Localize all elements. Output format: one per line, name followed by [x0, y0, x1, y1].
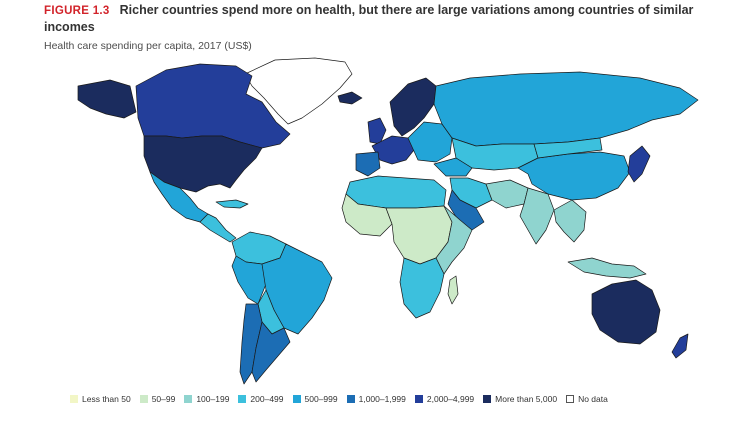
legend-label: More than 5,000	[495, 394, 558, 404]
legend-label: No data	[578, 394, 608, 404]
region-central-america	[199, 213, 237, 243]
region-mongolia	[533, 137, 603, 159]
legend-label: 500–999	[304, 394, 338, 404]
region-north-africa	[345, 175, 447, 209]
legend-item: 200–499	[238, 394, 284, 404]
region-southern-africa	[399, 257, 445, 319]
region-iceland	[337, 91, 363, 105]
region-uk	[367, 117, 387, 145]
region-india	[519, 187, 555, 245]
region-turkey	[433, 157, 473, 177]
legend-label: 2,000–4,999	[426, 394, 475, 404]
region-eastern-europe	[407, 121, 453, 163]
region-east-africa	[435, 205, 473, 275]
legend-item: Less than 50	[70, 394, 131, 404]
region-alaska	[77, 79, 137, 119]
legend-label: Less than 50	[82, 394, 131, 404]
region-russia	[433, 71, 699, 147]
legend-label: 100–199	[196, 394, 230, 404]
region-iberia	[355, 151, 381, 177]
region-western-europe	[371, 135, 415, 165]
legend-label: 200–499	[250, 394, 284, 404]
legend-item: 1,000–1,999	[346, 394, 406, 404]
region-argentina	[251, 321, 291, 383]
legend-item: 100–199	[184, 394, 229, 404]
legend-item: No data	[566, 394, 608, 404]
legend-swatch	[292, 395, 301, 403]
figure-label: FIGURE 1.3	[44, 5, 110, 17]
legend-item: 50–99	[139, 394, 176, 404]
region-indonesia	[567, 257, 647, 279]
region-madagascar	[447, 275, 459, 305]
legend-swatch	[346, 395, 355, 403]
region-scandinavia	[389, 77, 437, 137]
region-saudi-arabia	[447, 189, 485, 231]
region-australia	[591, 279, 661, 345]
legend-swatch	[139, 395, 148, 403]
map-legend: Less than 50 50–99 100–199 200–499 500–999 1,…	[70, 394, 617, 404]
legend-swatch	[566, 395, 575, 403]
legend-swatch	[184, 395, 193, 403]
figure-title-line: FIGURE 1.3 Richer countries spend more on…	[44, 2, 724, 35]
region-west-africa	[341, 193, 393, 237]
region-japan	[627, 145, 651, 183]
region-southeast-asia	[553, 199, 587, 243]
world-map	[77, 57, 699, 385]
legend-swatch	[414, 395, 423, 403]
figure-header: FIGURE 1.3 Richer countries spend more on…	[44, 2, 724, 35]
legend-item: More than 5,000	[483, 394, 557, 404]
legend-label: 50–99	[151, 394, 176, 404]
region-chile	[239, 303, 263, 385]
region-greenland	[244, 57, 353, 125]
legend-item: 500–999	[292, 394, 338, 404]
legend-item: 2,000–4,999	[414, 394, 475, 404]
legend-swatch	[238, 395, 247, 403]
legend-swatch	[70, 395, 78, 403]
figure-subtitle: Health care spending per capita, 2017 (U…	[44, 40, 252, 52]
legend-label: 1,000–1,999	[358, 394, 406, 404]
region-new-zealand	[671, 333, 689, 359]
legend-swatch	[483, 395, 492, 403]
region-iran-pakistan	[485, 179, 529, 209]
figure-title: Richer countries spend more on health, b…	[44, 3, 694, 34]
region-caribbean	[215, 199, 249, 209]
